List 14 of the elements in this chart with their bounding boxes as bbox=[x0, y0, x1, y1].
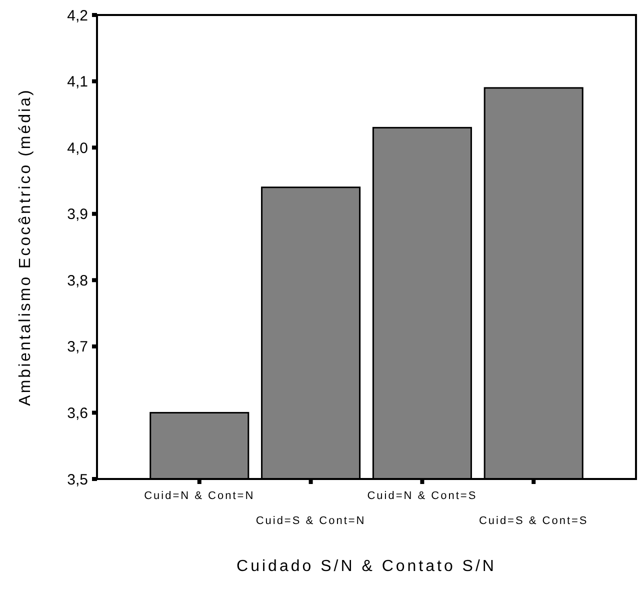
y-tick-label: 3,5 bbox=[67, 471, 88, 488]
y-tick-label: 4,0 bbox=[67, 140, 88, 157]
y-tick-label: 3,7 bbox=[67, 338, 88, 356]
y-axis-title: Ambientalismo Ecocêntrico (média) bbox=[17, 88, 34, 406]
x-axis-title: Cuidado S/N & Contato S/N bbox=[236, 558, 496, 575]
y-tick-label: 3,8 bbox=[67, 272, 88, 290]
y-tick-label: 4,2 bbox=[67, 7, 88, 24]
x-tick-label: Cuid=N & Cont=N bbox=[144, 490, 255, 502]
x-tick-label: Cuid=S & Cont=S bbox=[478, 515, 588, 527]
y-tick-label: 3,9 bbox=[67, 206, 88, 224]
y-tick-label: 4,1 bbox=[67, 74, 88, 91]
x-tick-label: Cuid=S & Cont=N bbox=[256, 515, 366, 527]
x-tick-label: Cuid=N & Cont=S bbox=[367, 490, 478, 502]
y-tick-label: 3,6 bbox=[67, 404, 88, 422]
